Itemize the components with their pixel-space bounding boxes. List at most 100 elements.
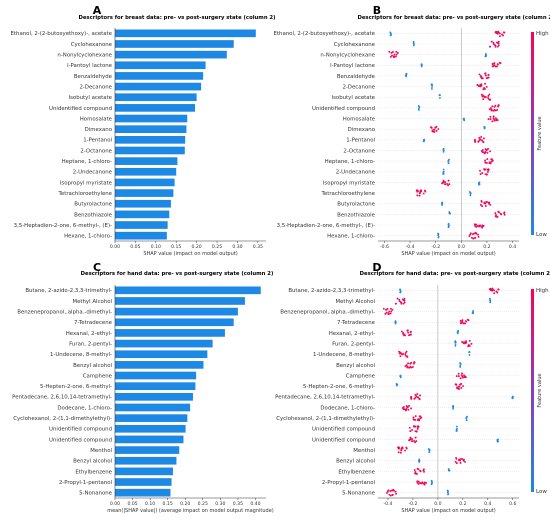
high-value-point — [416, 392, 419, 395]
chart-title: Descriptors for breast data: pre- vs pos… — [357, 15, 550, 21]
high-value-point — [503, 211, 506, 214]
high-value-point — [418, 398, 421, 401]
high-value-point — [419, 417, 422, 420]
high-value-point — [414, 425, 417, 428]
high-value-point — [503, 31, 506, 34]
x-tick-label: -0.6 — [380, 244, 389, 250]
category-label: 2-Propyl-1-pentanol — [59, 480, 112, 486]
high-value-point — [485, 95, 487, 98]
high-value-point — [484, 173, 487, 176]
high-value-point — [407, 331, 410, 334]
category-label: Methyl Alcohol — [72, 299, 112, 305]
low-value-point — [455, 429, 458, 432]
bar — [115, 146, 185, 155]
x-tick-label: 0.6 — [509, 501, 516, 507]
high-value-point — [489, 287, 492, 290]
high-value-point — [434, 126, 437, 129]
bar — [115, 50, 227, 59]
high-value-point — [479, 203, 482, 206]
category-label: Methyl Alcohol — [335, 299, 375, 305]
high-value-point — [385, 311, 388, 314]
category-label: Isopropyl myristate — [60, 180, 113, 186]
high-value-point — [447, 184, 450, 187]
category-label: 3,5-Heptadien-2-one, 6-methyl-, (E)- — [277, 223, 375, 229]
high-value-point — [462, 385, 464, 387]
high-value-point — [404, 353, 407, 356]
high-value-point — [484, 74, 487, 77]
category-label: Isopropyl myristate — [323, 180, 376, 186]
high-value-point — [419, 482, 421, 484]
high-value-point — [485, 149, 488, 152]
category-label: Ethylbenzene — [75, 469, 112, 475]
high-value-point — [416, 396, 419, 399]
high-value-point — [459, 383, 461, 386]
high-value-point — [397, 451, 400, 454]
bar — [115, 82, 202, 91]
x-tick-label: 0.25 — [212, 244, 222, 250]
bar — [115, 221, 168, 229]
category-label: 2-Octanone — [80, 148, 112, 154]
high-value-point — [485, 161, 488, 164]
high-value-point — [484, 150, 487, 153]
category-label: Heptane, 1-chloro- — [325, 159, 375, 165]
high-value-point — [494, 44, 496, 46]
category-label: Hexane, 1-chloro- — [64, 234, 112, 240]
colorbar-label: Feature value — [537, 373, 543, 407]
category-label: Furan, 2-pentyl- — [332, 341, 375, 347]
high-value-point — [382, 307, 385, 310]
x-tick-label: 0.05 — [130, 244, 140, 250]
high-value-point — [477, 84, 480, 87]
high-value-point — [455, 375, 458, 378]
high-value-point — [492, 115, 495, 118]
high-value-point — [459, 320, 462, 322]
low-value-point — [449, 212, 452, 215]
colorbar-low-label: Low — [536, 489, 547, 495]
low-value-point — [442, 168, 445, 171]
low-value-point — [456, 331, 459, 334]
category-label: Hexane, 1-chloro- — [327, 234, 375, 240]
high-value-point — [485, 85, 488, 88]
high-value-point — [408, 366, 411, 369]
high-value-point — [491, 105, 494, 108]
high-value-point — [490, 160, 493, 163]
high-value-point — [412, 362, 415, 365]
low-value-point — [389, 32, 392, 34]
colorbar-low-label: Low — [536, 232, 547, 238]
high-value-point — [493, 105, 496, 108]
high-value-point — [393, 53, 396, 56]
high-value-point — [491, 63, 494, 65]
high-value-point — [423, 481, 426, 484]
high-value-point — [479, 138, 482, 141]
category-label: Homosalate — [343, 116, 376, 122]
high-value-point — [495, 30, 497, 33]
high-value-point — [401, 446, 404, 449]
bar — [115, 72, 204, 80]
high-value-point — [495, 215, 498, 218]
high-value-point — [464, 320, 467, 323]
high-value-point — [398, 352, 401, 355]
low-value-point — [459, 366, 462, 368]
low-value-point — [412, 40, 415, 43]
high-value-point — [412, 418, 415, 421]
bar — [115, 318, 234, 327]
high-value-point — [418, 192, 421, 195]
low-value-point — [441, 203, 444, 206]
category-label: Unidentified compound — [312, 437, 375, 443]
low-value-point — [484, 55, 487, 58]
high-value-point — [410, 333, 413, 336]
high-value-point — [416, 419, 419, 422]
high-value-point — [481, 172, 484, 174]
high-value-point — [410, 330, 412, 333]
low-value-point — [447, 160, 450, 163]
category-label: Benzaldehyde — [74, 74, 113, 80]
high-value-point — [490, 158, 493, 161]
bar — [115, 403, 191, 412]
high-value-point — [479, 173, 482, 176]
high-value-point — [484, 205, 487, 207]
category-label: Menthol — [90, 448, 112, 454]
category-label: Cyclohexanol, 2-(1,1-dimethylethyl)- — [276, 416, 375, 422]
category-label: Benzyl alcohol — [336, 363, 375, 369]
high-value-point — [488, 202, 490, 204]
low-value-point — [418, 107, 420, 110]
high-value-point — [399, 301, 402, 303]
